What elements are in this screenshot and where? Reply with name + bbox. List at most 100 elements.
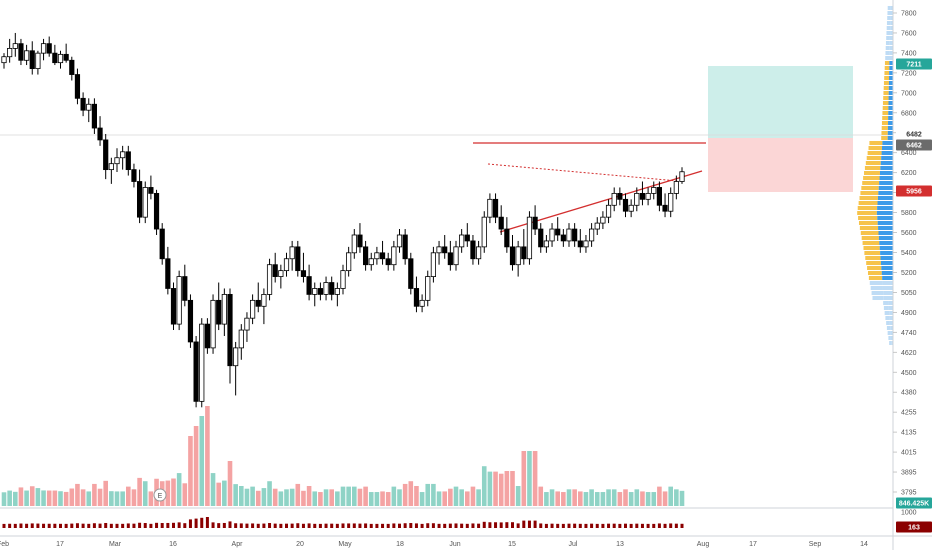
profile-bar-b — [877, 221, 893, 225]
sub-volume-bar — [126, 523, 130, 528]
profile-bar-b — [890, 11, 893, 15]
candle-body — [182, 276, 188, 301]
volume-bar — [13, 491, 18, 506]
sub-volume-pane — [2, 517, 684, 528]
profile-bar-a — [887, 11, 891, 15]
sub-volume-bar — [550, 523, 554, 528]
profile-bar-b — [889, 76, 893, 80]
profile-bar-a — [882, 116, 889, 120]
profile-bar-a — [886, 21, 891, 25]
profile-bar-a — [858, 216, 878, 220]
profile-bar-b — [888, 96, 893, 100]
sub-volume-bar — [403, 523, 407, 528]
price-badge-b: 6462 — [896, 139, 932, 151]
candle-body — [272, 264, 278, 277]
sub-volume-bar — [657, 523, 661, 528]
volume-bar — [363, 486, 368, 506]
volume-bar — [498, 473, 504, 506]
candle-body — [244, 317, 250, 331]
time-tick-label: 16 — [169, 541, 177, 548]
candle-body — [357, 234, 363, 248]
volume-bar — [510, 471, 515, 506]
candle-body — [391, 246, 397, 266]
price-tick-label: 7600 — [901, 30, 917, 37]
candle-body — [436, 246, 442, 254]
sub-volume-bar — [674, 523, 678, 528]
profile-bar-a — [867, 266, 882, 270]
profile-bar-a — [864, 166, 881, 170]
profile-bar-b — [888, 306, 893, 310]
volume-bar — [549, 489, 555, 506]
candle-body — [7, 48, 13, 58]
candle-body — [379, 252, 386, 260]
volume-bar — [335, 491, 340, 506]
sub-volume-bar — [612, 523, 616, 528]
profile-bar-a — [884, 311, 890, 315]
candle-body — [464, 234, 470, 242]
profile-bar-b — [881, 151, 893, 155]
profile-bar-a — [860, 231, 879, 235]
profile-bar-b — [888, 106, 893, 110]
volume-badge-text: 846.425K — [899, 501, 929, 508]
profile-bar-a — [865, 161, 881, 165]
sub-volume-bar — [624, 523, 627, 528]
sub-volume-bar — [296, 523, 300, 528]
candle-body — [80, 97, 86, 111]
price-tick-label: 5400 — [901, 250, 917, 257]
candle-body — [227, 294, 233, 367]
price-tick-label: 5800 — [901, 210, 917, 217]
profile-bar-b — [889, 66, 893, 70]
volume-bar — [470, 486, 476, 506]
sub-volume-bar — [313, 523, 317, 528]
profile-bar-b — [878, 186, 893, 190]
candle-body — [453, 246, 459, 266]
candle-body — [560, 234, 566, 242]
volume-bar — [448, 488, 453, 506]
sub-volume-bar — [386, 523, 390, 528]
profile-bar-a — [888, 336, 891, 340]
candle-body — [617, 192, 623, 200]
profile-bar-a — [884, 66, 890, 70]
sub-volume-bar — [533, 520, 537, 528]
sub-volume-bar — [398, 523, 401, 528]
candle-body — [396, 234, 403, 248]
sub-volume-bar — [81, 523, 85, 528]
sub-volume-bar — [330, 523, 334, 528]
profile-bar-b — [878, 236, 893, 240]
volume-bar — [193, 426, 199, 506]
price-tick-label: 3895 — [901, 470, 917, 477]
profile-bar-b — [889, 316, 893, 320]
volume-bar — [165, 480, 171, 506]
profile-bar-a — [883, 301, 889, 305]
volume-bar — [532, 451, 538, 506]
earnings-marker: E — [153, 488, 167, 502]
profile-bar-b — [889, 56, 893, 60]
profile-bar-b — [878, 226, 893, 230]
candle-body — [233, 347, 239, 367]
volume-bar — [374, 492, 380, 506]
candle-body — [645, 192, 651, 200]
volume-bar — [674, 489, 679, 506]
volume-bar — [52, 490, 58, 506]
profile-bar-a — [870, 286, 883, 290]
price-tick-label: 4380 — [901, 390, 917, 397]
profile-bar-a — [883, 306, 889, 310]
volume-bar — [617, 492, 623, 506]
volume-bar — [368, 492, 374, 506]
sub-volume-bar — [471, 523, 475, 528]
volume-bar — [628, 492, 634, 506]
sub-volume-bar — [488, 522, 492, 528]
volume-bar — [41, 490, 46, 506]
sub-volume-bar — [138, 522, 142, 528]
candle-body — [351, 234, 357, 254]
price-tick-label: 7000 — [901, 90, 917, 97]
profile-bar-a — [859, 226, 879, 230]
sub-volume-bar — [443, 523, 447, 528]
volume-bar — [459, 489, 464, 506]
volume-bar — [171, 478, 176, 506]
volume-bar — [566, 489, 572, 506]
sub-volume-bar — [30, 523, 34, 528]
